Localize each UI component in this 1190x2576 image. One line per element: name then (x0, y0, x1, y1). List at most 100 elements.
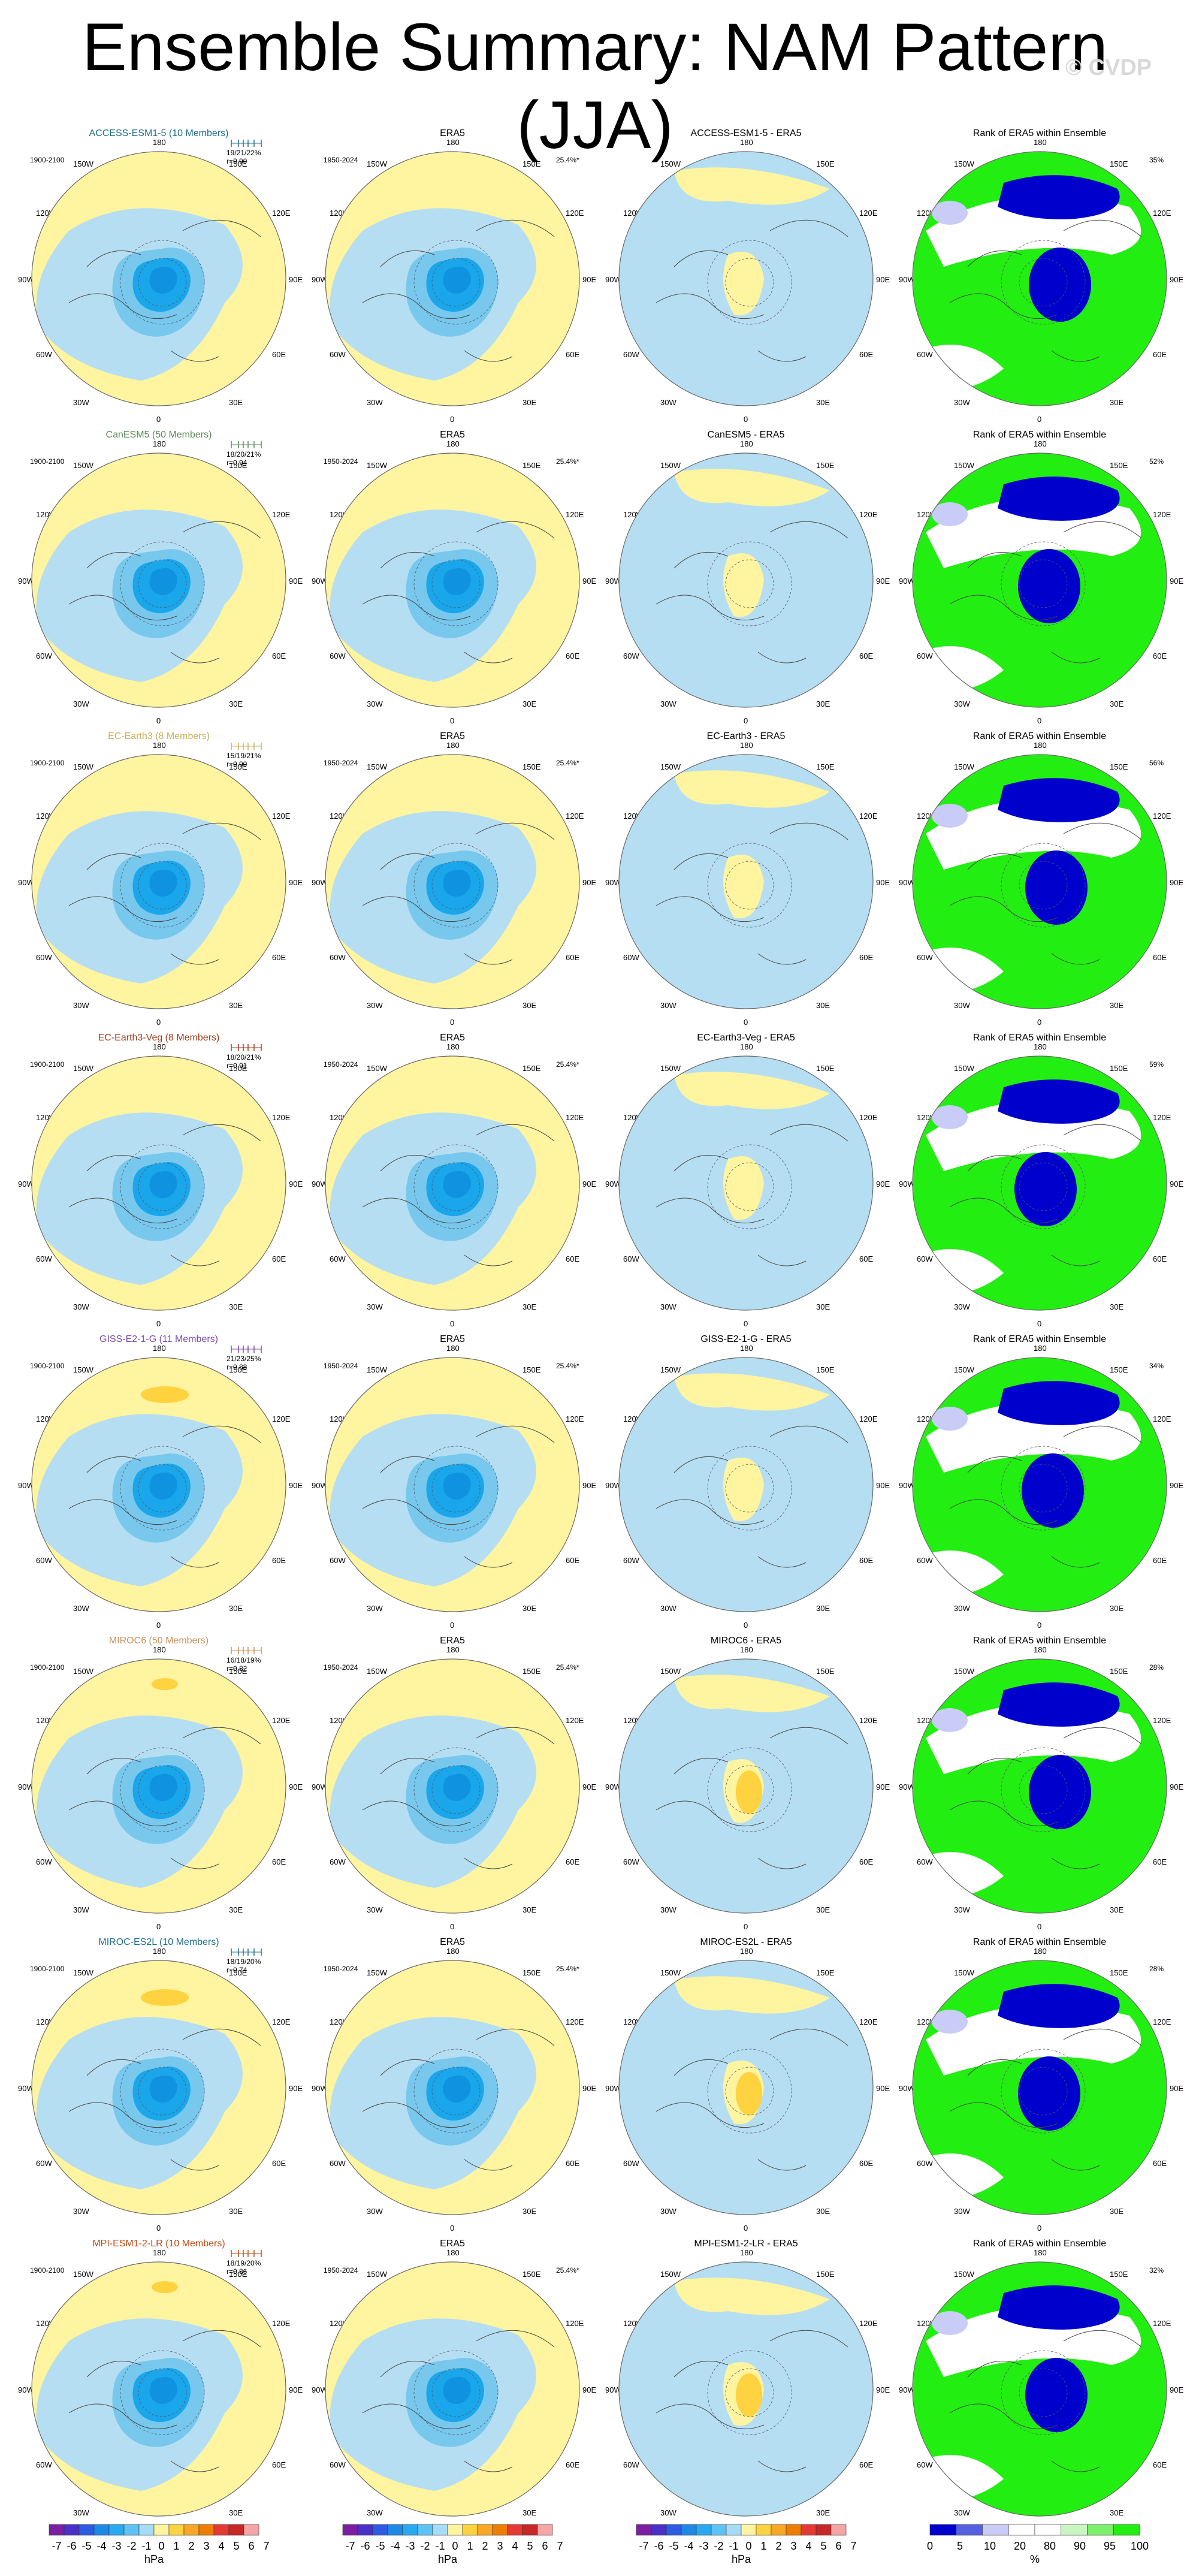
colorbar-swatch (711, 2524, 727, 2536)
colorbar-tick-label: -2 (420, 2540, 430, 2552)
polar-map (618, 453, 874, 708)
summary-row: ACCESS-ESM1-5 (10 Members) 1900-2100 19/21… (0, 120, 1190, 424)
summary-row: EC-Earth3-Veg (8 Members) 1900-2100 18/20/… (0, 1024, 1190, 1328)
longitude-label: 150E (1110, 1365, 1128, 1374)
longitude-label: 90W (899, 2385, 915, 2394)
colorbar-swatch (830, 2524, 847, 2536)
pattern-correlation: r=0.74 (226, 1966, 247, 1974)
longitude-label: 90E (582, 1481, 597, 1490)
longitude-label: 30W (367, 699, 383, 708)
obs-pattern-panel: ERA51950-202425.4%*180090W90E150W120W150… (312, 2230, 596, 2534)
colorbar-tick-label: 0 (452, 2540, 458, 2552)
longitude-label: 120E (272, 209, 291, 218)
longitude-label: 90E (582, 1782, 597, 1791)
difference-panel: MIROC6 - ERA5 180 0 90W 90E 150W 120W 150E 120E 6… (605, 1627, 890, 1931)
period-label: 1950-2024 (324, 759, 358, 767)
longitude-label: 0 (156, 716, 161, 725)
rank-panel: Rank of ERA5 within Ensemble 28% 180 0 90W 90… (899, 1627, 1183, 1931)
longitude-label: 0 (1037, 415, 1042, 424)
summary-row: MIROC6 (50 Members) 1900-2100 16/18/19% r=0… (0, 1627, 1190, 1931)
colorbar-tick-label: 4 (218, 2540, 225, 2552)
pattern-correlation: r=0.94 (226, 459, 247, 467)
longitude-label: 180 (740, 1042, 753, 1051)
colorbar-swatch (756, 2524, 772, 2536)
longitude-label: 30E (1110, 699, 1124, 708)
polar-map (31, 1357, 286, 1612)
longitude-label: 60W (36, 350, 52, 359)
longitude-label: 0 (744, 1621, 748, 1630)
longitude-label: 150W (367, 1968, 387, 1977)
longitude-label: 60E (272, 1857, 286, 1866)
longitude-label: 150W (73, 762, 93, 771)
longitude-label: 120E (272, 1113, 291, 1122)
longitude-label: 180 (153, 2248, 166, 2257)
colorbar-swatch (198, 2524, 215, 2536)
longitude-label: 150E (1110, 1968, 1128, 1977)
longitude-label: 90W (899, 577, 915, 586)
longitude-label: 120E (566, 1716, 584, 1725)
longitude-label: 90W (605, 1782, 621, 1791)
longitude-label: 0 (1037, 716, 1042, 725)
longitude-label: 150W (367, 1365, 387, 1374)
longitude-label: 0 (450, 1319, 455, 1328)
colorbar-swatch (108, 2524, 125, 2536)
longitude-label: 60E (566, 1556, 580, 1565)
longitude-label: 150E (816, 461, 835, 470)
longitude-label: 90E (876, 878, 890, 887)
obs-variance-pct: 25.4%* (556, 1060, 579, 1069)
panel-title: GISS-E2-1-G - ERA5 (700, 1334, 792, 1344)
longitude-label: 60E (1153, 2460, 1167, 2469)
longitude-label: 120E (859, 1414, 878, 1423)
longitude-label: 0 (156, 1319, 161, 1328)
longitude-label: 30W (954, 398, 970, 407)
longitude-label: 60E (272, 953, 286, 962)
longitude-label: 180 (446, 741, 460, 750)
colorbar-tick-label: 10 (983, 2540, 996, 2552)
longitude-label: 30E (522, 1604, 537, 1613)
period-label: 1950-2024 (324, 2266, 358, 2275)
panel-title: EC-Earth3-Veg (8 Members) (98, 1033, 220, 1043)
longitude-label: 60E (272, 1556, 286, 1565)
variance-stats: 15/19/21% (226, 752, 261, 760)
longitude-label: 60E (1153, 2159, 1167, 2168)
spread-whisker-icon (231, 1346, 262, 1353)
colorbar-swatch (64, 2524, 80, 2536)
longitude-label: 180 (1034, 1042, 1047, 1051)
longitude-label: 0 (450, 1922, 455, 1931)
colorbar-tick-label: 1 (467, 2540, 473, 2552)
longitude-label: 120E (272, 1716, 291, 1725)
longitude-label: 90W (312, 577, 328, 586)
colorbar-swatch (982, 2524, 1009, 2536)
longitude-label: 90W (605, 2385, 621, 2394)
colorbar-unit: hPa (731, 2553, 751, 2565)
longitude-label: 30W (954, 1905, 970, 1914)
longitude-label: 60E (272, 1254, 286, 1263)
colorbar-swatch (1087, 2524, 1114, 2536)
colorbar-swatch (243, 2524, 259, 2536)
longitude-label: 0 (450, 1018, 455, 1027)
longitude-label: 30E (522, 2207, 537, 2216)
longitude-label: 60W (917, 1857, 933, 1866)
longitude-label: 30W (660, 1001, 676, 1010)
longitude-label: 90E (1170, 2084, 1184, 2093)
colorbar-swatch (372, 2524, 388, 2536)
longitude-label: 30E (229, 2508, 243, 2517)
longitude-label: 180 (446, 1645, 460, 1654)
rank-panel: Rank of ERA5 within Ensemble32%180090W90… (899, 2230, 1183, 2534)
longitude-label: 120E (566, 2017, 584, 2026)
longitude-label: 60E (272, 350, 286, 359)
longitude-label: 0 (1037, 1319, 1042, 1328)
longitude-label: 90W (899, 2084, 915, 2093)
longitude-label: 30E (229, 1302, 243, 1311)
colorbar-tick-label: 5 (820, 2540, 827, 2552)
variance-stats: 18/19/20% (226, 2259, 261, 2267)
longitude-label: 60W (623, 1857, 639, 1866)
polar-map (31, 754, 286, 1009)
colorbar-swatch (228, 2524, 244, 2536)
longitude-label: 60E (859, 953, 874, 962)
longitude-label: 60W (330, 2159, 346, 2168)
colorbar-unit: % (1029, 2553, 1040, 2565)
longitude-label: 90W (312, 1481, 328, 1490)
colorbar-swatch (956, 2524, 983, 2536)
